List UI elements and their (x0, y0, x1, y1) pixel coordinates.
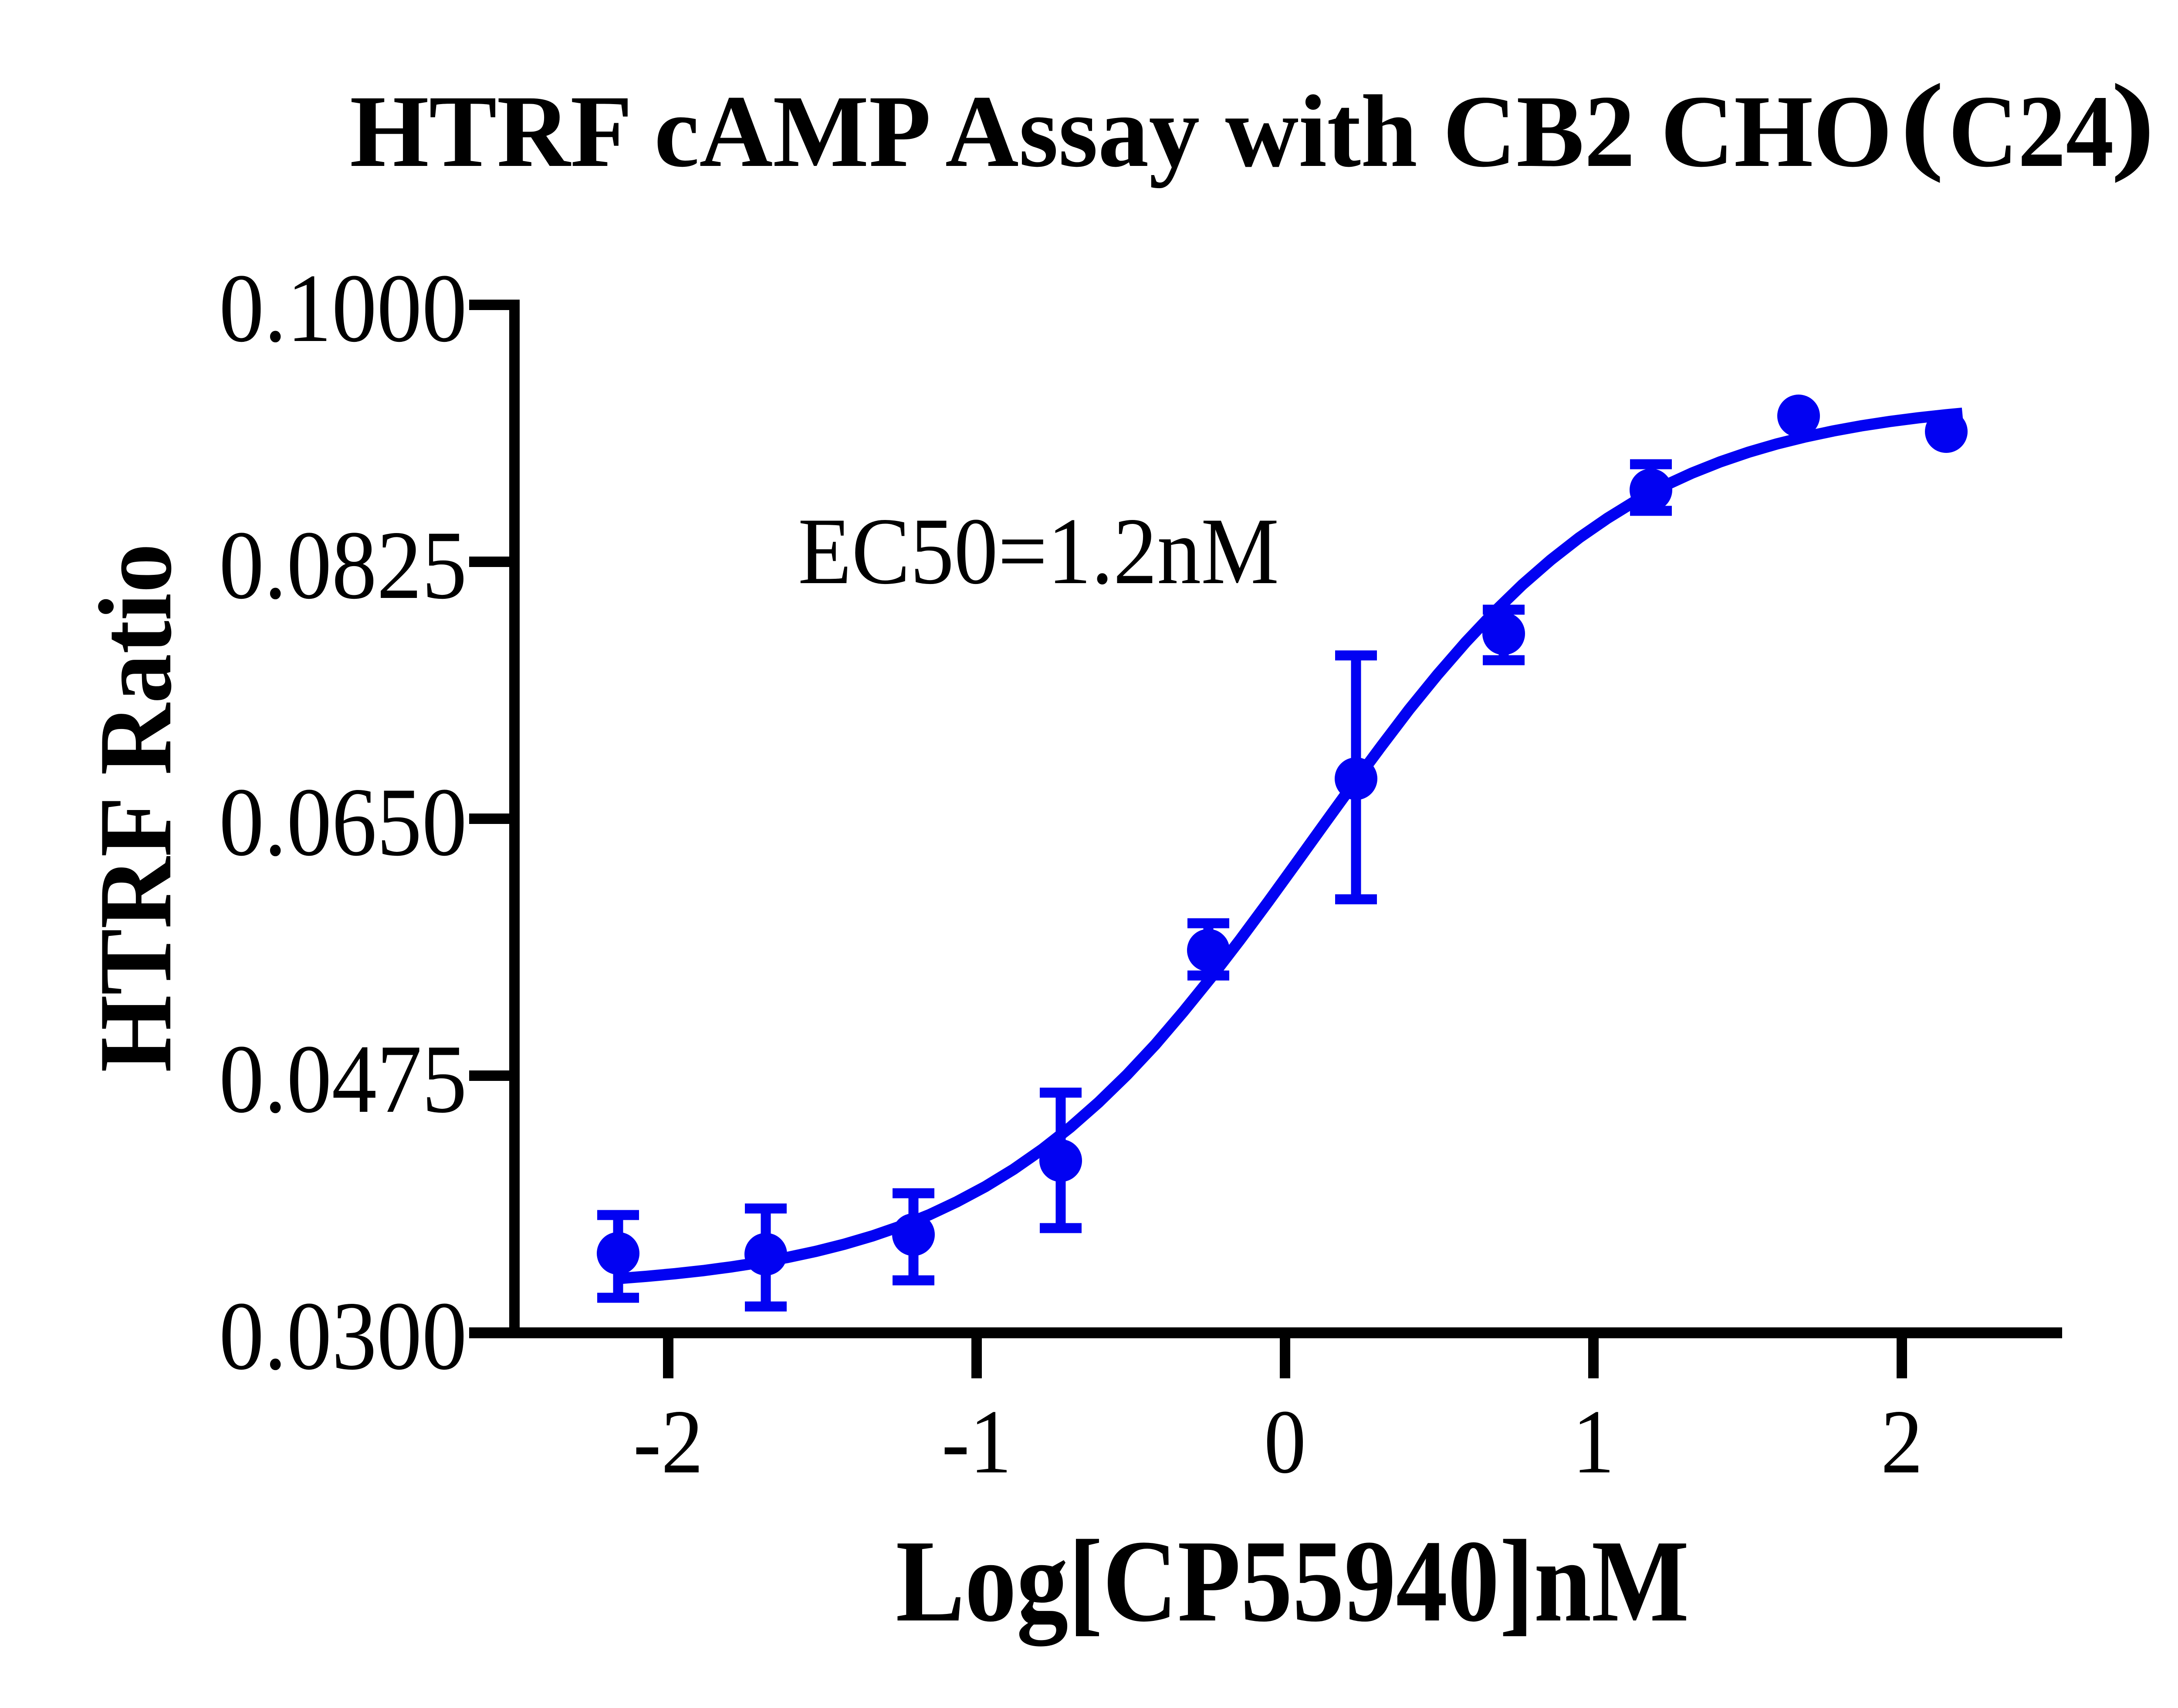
svg-text:0.1000: 0.1000 (219, 253, 467, 362)
svg-text:0.0650: 0.0650 (219, 767, 467, 876)
svg-text:1: 1 (1573, 1391, 1615, 1492)
svg-text:0.0475: 0.0475 (219, 1024, 467, 1133)
svg-text:HTRF Ratio: HTRF Ratio (78, 543, 193, 1073)
svg-text:0.0300: 0.0300 (219, 1281, 467, 1390)
svg-text:-1: -1 (942, 1391, 1012, 1492)
svg-text:(: ( (1900, 61, 1944, 183)
svg-text:C24: C24 (1948, 74, 2114, 189)
svg-text:Log[CP55940]nM: Log[CP55940]nM (896, 1516, 1689, 1646)
svg-text:0: 0 (1264, 1391, 1306, 1492)
svg-text:2: 2 (1881, 1391, 1923, 1492)
svg-text:-2: -2 (633, 1391, 703, 1492)
svg-text:): ) (2111, 61, 2155, 183)
svg-text:HTRF cAMP Assay with CB2 CHO: HTRF cAMP Assay with CB2 CHO (350, 74, 1892, 189)
svg-text:0.0825: 0.0825 (219, 510, 467, 619)
svg-text:EC50=1.2nM: EC50=1.2nM (798, 498, 1279, 604)
